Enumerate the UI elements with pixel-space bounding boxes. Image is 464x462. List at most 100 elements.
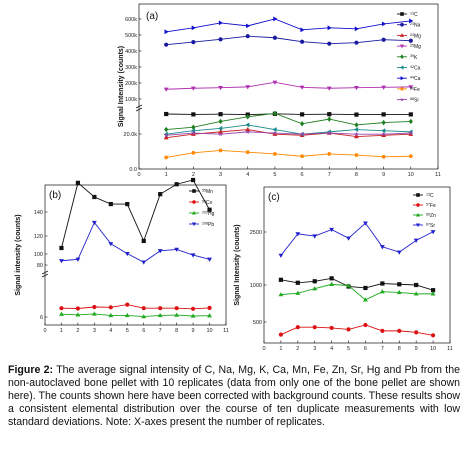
panel-b-point-202Hg <box>124 312 130 318</box>
panel-a-legend-marker <box>400 22 404 27</box>
panel-a-series-line-24Mg <box>166 129 411 139</box>
panel-a-ytick-label: 200k <box>125 81 137 87</box>
panel-c-legend-marker <box>415 212 421 217</box>
panel-a-xtick-label: 5 <box>273 172 276 178</box>
figure-caption: Figure 2: The average signal intensity o… <box>8 364 460 429</box>
panel-b-ytick-label: 80 <box>37 263 43 269</box>
panel-a-ytick-label: 500k <box>125 33 137 39</box>
panel-a-ytick-label: 100k <box>125 97 137 103</box>
panel-c-legend-marker <box>416 203 420 207</box>
panel-a-point-39K <box>191 124 196 130</box>
panel-b-point-55Mn <box>190 177 196 183</box>
panel-c-xtick-label: 1 <box>279 346 282 352</box>
panel-c-point-67Sr <box>379 245 385 250</box>
panel-a-legend-marker <box>399 97 405 102</box>
panel-b-xtick-label: 8 <box>175 328 178 334</box>
panel-a-legend-label: 39K <box>410 54 418 61</box>
panel-a-point-88Sr <box>163 132 169 138</box>
panel-b-xtick-label: 9 <box>192 328 195 334</box>
panel-a-point-25Mg <box>190 86 196 91</box>
panel-b-point-202Hg <box>91 311 97 316</box>
panel-a-point-39K <box>164 126 169 133</box>
panel-a-label: (a) <box>146 11 158 22</box>
panel-b-legend-label: 55Mn <box>202 188 213 195</box>
panel-b-point-59Co <box>75 306 81 311</box>
panel-b-point-208Pb <box>75 257 81 262</box>
panel-a-point-88Sr <box>354 131 359 137</box>
panel-a-point-24Mg <box>354 134 359 139</box>
panel-a-frame <box>138 3 439 170</box>
panel-b-legend-marker <box>191 222 197 227</box>
panel-b-point-59Co <box>108 305 113 310</box>
panel-b-label: (b) <box>49 190 61 201</box>
panel-a-point-44Ca <box>327 25 332 31</box>
panel-b-legend-label: 59Co <box>202 199 213 206</box>
panel-b-ylabel: Signal intensity (counts) <box>15 214 22 295</box>
panel-c-xtick-label: 5 <box>347 346 350 352</box>
panel-a-point-25Mg <box>272 80 278 85</box>
panel-b-legend-element: Hg <box>208 211 215 217</box>
panel-a-point-13C <box>299 112 305 117</box>
panel-a-ytick-label: 300k <box>125 65 137 71</box>
panel-b-legend-sup: 55 <box>202 188 206 192</box>
panel-a-point-25Mg <box>299 85 305 90</box>
panel-b-point-59Co <box>59 306 64 311</box>
panel-a-xtick-label: 8 <box>355 172 358 178</box>
panel-a-series-line-42Ca <box>166 124 411 135</box>
panel-b-point-59Co <box>92 304 97 310</box>
panel-c-frame <box>263 186 451 344</box>
panel-c-point-66Zn <box>278 292 284 297</box>
panel-a-point-23Na <box>218 37 223 42</box>
panel-b-series-line-59Co <box>61 304 210 310</box>
panel-a-xtick-label: 7 <box>328 172 331 178</box>
panel-b-legend-marker <box>192 200 196 204</box>
panel-a-point-23Na <box>191 40 196 45</box>
panel-a-point-39K <box>327 116 332 122</box>
panel-b-point-202Hg <box>207 313 212 318</box>
panel-c-point-13C <box>363 285 368 291</box>
panel-c-legend-label: 57Fe <box>426 202 436 209</box>
panel-c-point-67Sr <box>329 227 335 233</box>
panel-a-point-56Fe <box>354 153 359 157</box>
panel-c-point-67Sr <box>363 221 368 226</box>
panel-a-point-24Mg <box>245 127 251 132</box>
panel-b-point-59Co <box>190 306 196 311</box>
panel-c-xtick-label: 3 <box>313 346 316 352</box>
panel-a-point-13C <box>218 112 223 117</box>
panel-c-legend-label: 66Zn <box>426 212 436 219</box>
panel-c-point-66Zn <box>346 283 351 288</box>
panel-b-legend-label: 202Hg <box>202 210 215 217</box>
panel-a-legend-label: 88Sr <box>410 97 419 104</box>
panel-a-point-13C <box>408 112 413 117</box>
panel-a-point-39K <box>272 110 278 117</box>
panel-a-ytick-label: 20.0k <box>124 132 138 138</box>
panel-b-frame <box>44 184 227 326</box>
panel-a-point-23Na <box>327 41 332 46</box>
panel-c-ytick-label: 500 <box>253 320 262 326</box>
panel-b-point-55Mn <box>158 192 163 197</box>
panel-c-legend-sup: 13 <box>426 192 430 196</box>
panel-c-point-67Sr <box>278 253 284 258</box>
panel-a-point-13C <box>327 112 332 117</box>
panel-b-legend-label: 208Pb <box>202 221 214 228</box>
panel-b-point-208Pb <box>157 249 163 254</box>
panel-a-ytick-label: 600k <box>125 17 137 23</box>
panel-a-axis-break <box>135 104 143 109</box>
panel-a-xtick-label: 9 <box>382 172 385 178</box>
panel-b-legend-sup: 208 <box>202 221 208 225</box>
panel-b-series-line-202Hg <box>61 313 210 318</box>
panel-a-xtick-label: 3 <box>219 172 222 178</box>
panel-b-point-208Pb <box>108 242 114 247</box>
panel-b-xtick-label: 1 <box>60 328 63 334</box>
panel-b-legend-marker <box>192 189 196 193</box>
panel-b-point-202Hg <box>141 314 147 319</box>
panel-a-point-13C <box>191 112 196 117</box>
panel-b-point-208Pb <box>59 259 64 264</box>
panel-a-point-13C <box>354 112 359 117</box>
panel-a-legend-element: Ca <box>414 66 421 72</box>
panel-c-legend-element: Sr <box>430 223 435 229</box>
panel-c-point-13C <box>295 280 300 285</box>
panel-a-legend-marker <box>400 12 404 16</box>
